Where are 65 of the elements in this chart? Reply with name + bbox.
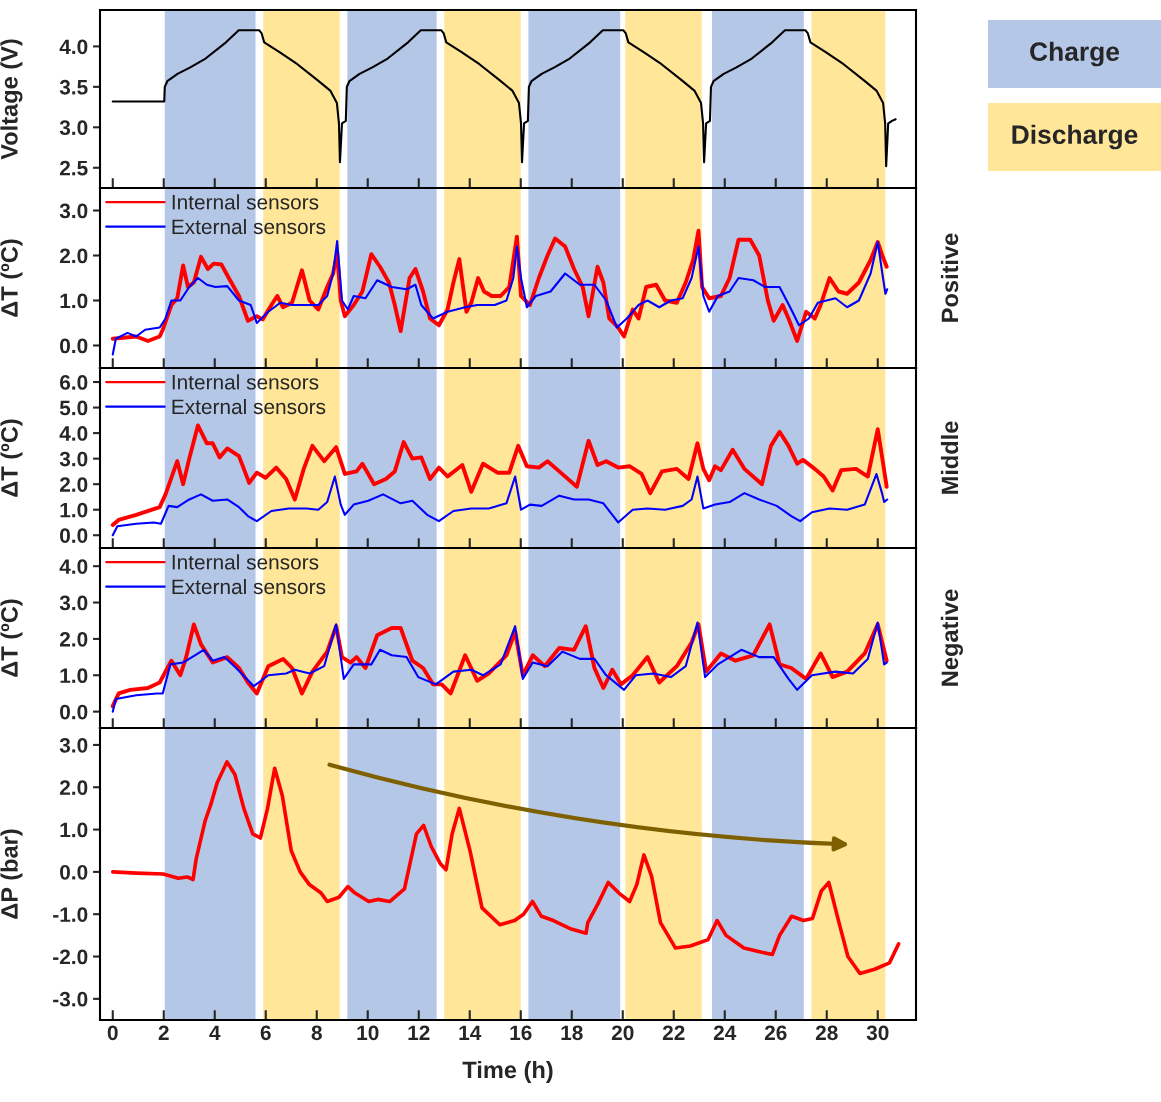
- line-series: [111, 29, 897, 168]
- legend-label: Internal sensors: [172, 554, 319, 570]
- y-tick-label: 6.0: [60, 375, 88, 390]
- y-tick-label: 0.0: [60, 528, 88, 543]
- y-tick-label: 4.0: [59, 39, 88, 55]
- y-tick-label: 4.0: [59, 426, 88, 441]
- y-tick-label: 2.0: [59, 477, 88, 492]
- y-tick-label: 3.0: [59, 595, 88, 611]
- x-axis-title: Time (h): [462, 1060, 553, 1083]
- text: Positive: [940, 233, 959, 322]
- y-tick-label: 1.0: [60, 668, 88, 684]
- y-tick-label: 3.0: [59, 737, 88, 753]
- x-tick-label: 16: [510, 1025, 532, 1041]
- y-tick-label: 3.5: [59, 79, 88, 95]
- x-tick-label: 8: [311, 1025, 322, 1041]
- x-tick-label: 6: [260, 1025, 271, 1041]
- y-tick-label: 1.0: [60, 502, 88, 518]
- x-tick-label: 28: [815, 1025, 838, 1041]
- y-tick-label: 5.0: [59, 400, 88, 416]
- text: Charge: [1030, 41, 1120, 67]
- y-tick-label: 4.0: [59, 559, 88, 574]
- y-axis-title: ΔT (ºC): [0, 419, 23, 497]
- x-tick-label: 18: [561, 1025, 583, 1041]
- x-tick-label: 4: [209, 1025, 221, 1040]
- y-tick-label: 3.0: [59, 203, 88, 219]
- x-tick-label: 24: [713, 1025, 737, 1040]
- y-tick-label: 2.0: [59, 780, 88, 795]
- x-tick-label: 0: [107, 1025, 118, 1041]
- y-tick-label: -2.0: [53, 949, 88, 965]
- text: Middle: [940, 421, 959, 494]
- y-tick-label: -3.0: [53, 991, 88, 1007]
- y-tick-label: 2.0: [59, 248, 88, 264]
- y-tick-label: 0.0: [60, 864, 88, 880]
- x-tick-label: 12: [408, 1025, 430, 1040]
- x-tick-label: 26: [764, 1025, 787, 1041]
- y-tick-label: -1.0: [53, 907, 88, 922]
- legend-label: External sensors: [172, 218, 326, 235]
- y-tick-label: 1.0: [60, 293, 88, 309]
- y-tick-label: 1.0: [60, 822, 88, 838]
- y-axis-title: ΔT (ºC): [0, 599, 23, 677]
- y-tick-label: 3.0: [59, 120, 88, 136]
- y-axis-title: Voltage (V): [0, 39, 23, 160]
- legend-label: External sensors: [172, 578, 326, 595]
- y-tick-label: 0.0: [60, 704, 88, 720]
- legend-label: External sensors: [172, 398, 326, 415]
- x-tick-label: 2: [158, 1025, 169, 1040]
- x-tick-label: 20: [611, 1025, 634, 1041]
- line-series: [110, 760, 901, 976]
- y-axis-title: ΔP (bar): [0, 829, 23, 919]
- legend-label: Internal sensors: [172, 194, 319, 210]
- y-tick-label: 3.0: [59, 451, 88, 467]
- y-axis-title: ΔT (ºC): [0, 239, 23, 317]
- y-tick-label: 0.0: [60, 338, 88, 354]
- legend-label: Internal sensors: [172, 374, 319, 390]
- line-series: [110, 423, 889, 527]
- line-series: [111, 240, 889, 356]
- line-series: [111, 472, 889, 537]
- y-tick-label: 2.5: [59, 160, 88, 176]
- y-tick-label: 2.0: [59, 631, 88, 647]
- text: Discharge: [1012, 124, 1138, 150]
- text: Negative: [940, 589, 963, 686]
- x-tick-label: 30: [866, 1025, 889, 1041]
- x-tick-label: 22: [662, 1025, 685, 1040]
- x-tick-label: 10: [357, 1025, 379, 1041]
- x-tick-label: 14: [459, 1025, 482, 1040]
